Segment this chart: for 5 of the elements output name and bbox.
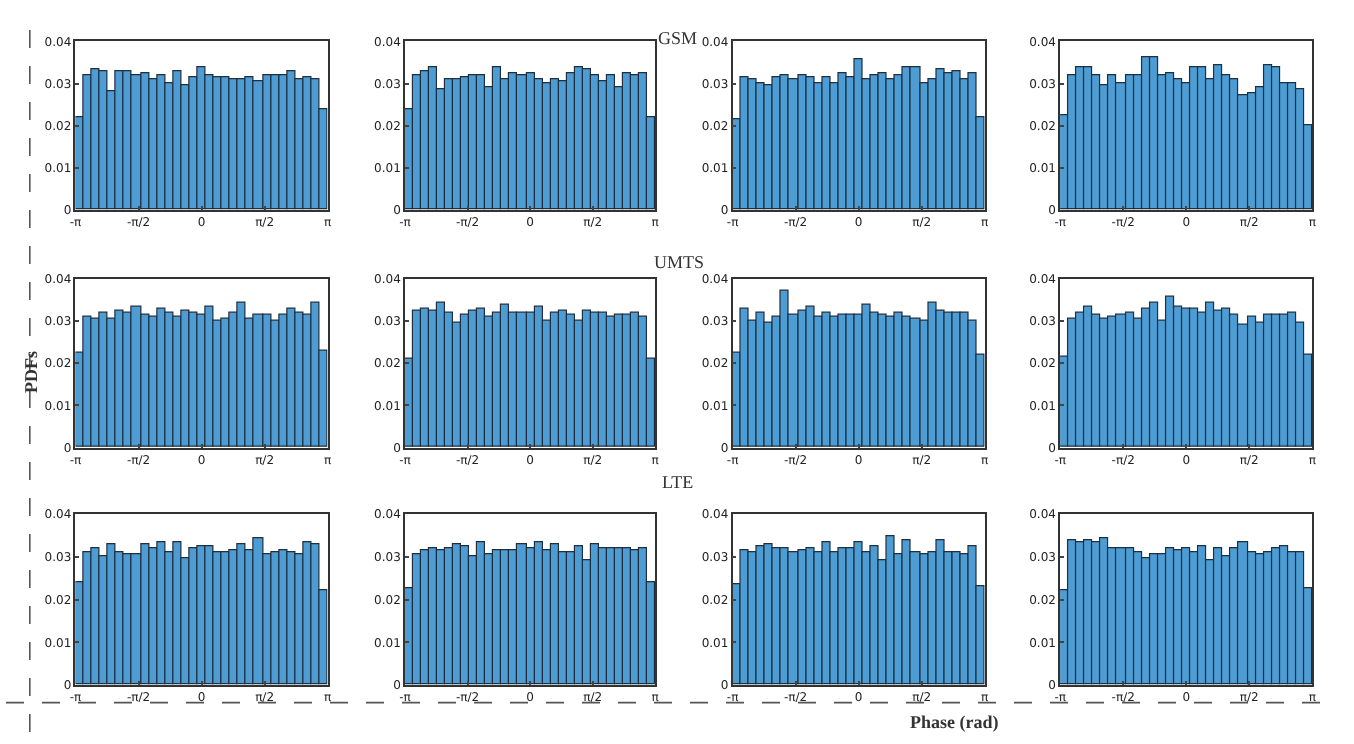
text: GSM — [658, 28, 698, 48]
text: PDFs — [20, 349, 41, 393]
text: Phase (rad) — [910, 712, 999, 732]
text: LTE — [662, 472, 695, 492]
text: UMTS — [654, 252, 705, 272]
